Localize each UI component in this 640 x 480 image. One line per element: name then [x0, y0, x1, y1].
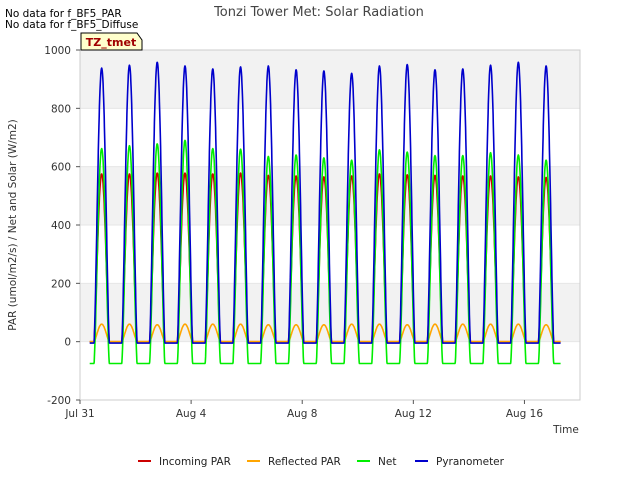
x-tick-label: Jul 31: [64, 408, 94, 420]
background-band: [80, 166, 580, 225]
no-data-notice-diffuse: No data for f_BF5_Diffuse: [5, 19, 139, 31]
background-band: [80, 108, 580, 167]
x-tick-label: Aug 16: [506, 408, 544, 420]
chart-title: Tonzi Tower Met: Solar Radiation: [213, 5, 424, 20]
site-label-background: [80, 32, 143, 51]
x-tick-label: Aug 8: [287, 408, 318, 420]
site-label-box: TZ_tmet: [80, 32, 143, 51]
y-tick-label: 200: [51, 278, 71, 290]
legend-label: Reflected PAR: [268, 456, 341, 468]
no-data-notice-par: No data for f_BF5_PAR: [5, 8, 122, 20]
legend-label: Pyranometer: [436, 456, 505, 468]
x-axis: Jul 31 Aug 4 Aug 8 Aug 12 Aug 16: [64, 400, 543, 420]
y-tick-label: 800: [51, 103, 71, 115]
x-tick-label: Aug 4: [176, 408, 207, 420]
x-axis-label: Time: [552, 424, 579, 436]
legend: Incoming PAR Reflected PAR Net Pyranometer: [138, 456, 505, 468]
series-line-pyranometer: [89, 61, 562, 344]
series-line-reflected-par: [89, 323, 562, 343]
background-band: [80, 341, 580, 400]
site-label: TZ_tmet: [86, 36, 136, 49]
y-tick-label: 0: [64, 337, 71, 349]
legend-label: Net: [378, 456, 396, 468]
y-tick-label: 400: [51, 220, 71, 232]
series-group: [89, 61, 562, 365]
background-band: [80, 50, 580, 109]
series-line-net: [89, 139, 562, 365]
y-tick-label: 600: [51, 162, 71, 174]
legend-label: Incoming PAR: [159, 456, 231, 468]
y-tick-label: 1000: [44, 45, 71, 57]
y-axis: -200 0 200 400 600 800 1000: [44, 45, 80, 407]
y-axis-label: PAR (umol/m2/s) / Net and Solar (W/m2): [7, 119, 19, 331]
x-tick-label: Aug 12: [395, 408, 432, 420]
y-tick-label: -200: [47, 395, 71, 407]
